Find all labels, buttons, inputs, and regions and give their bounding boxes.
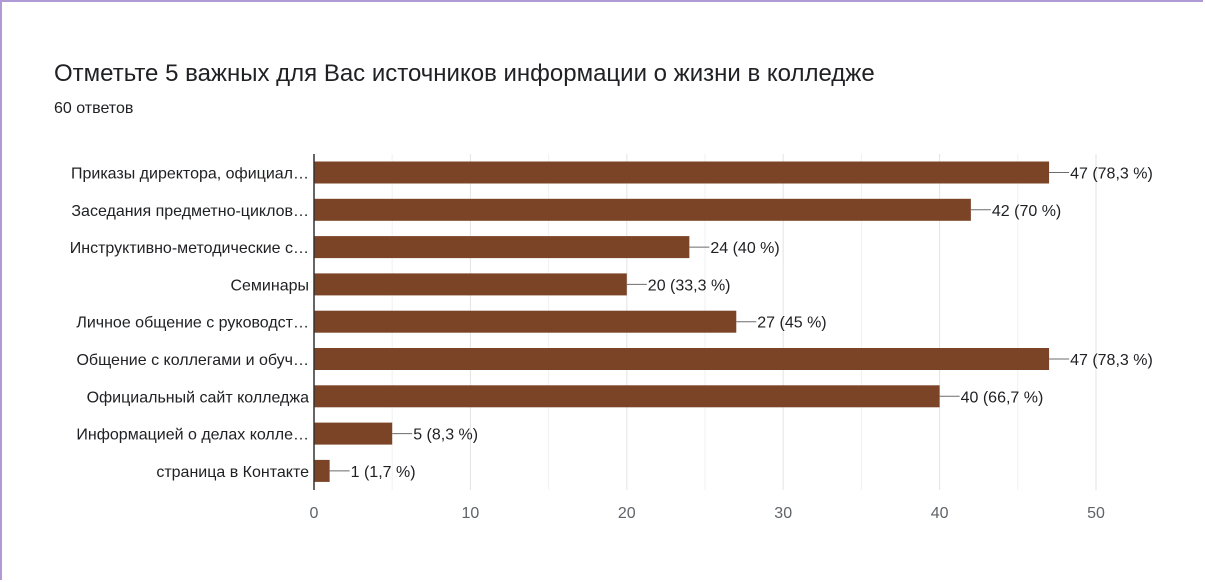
bar (314, 273, 627, 296)
bar (314, 422, 393, 445)
category-label: страница в Контакте (156, 464, 309, 481)
data-label: 42 (70 %) (992, 203, 1061, 220)
bar (314, 348, 1050, 370)
bar (314, 236, 690, 259)
bar (314, 161, 1050, 184)
category-label: Общение с коллегами и обуч… (76, 352, 309, 369)
data-label: 27 (45 %) (757, 315, 826, 332)
response-count: 60 ответов (54, 100, 134, 117)
category-label: Инструктивно-методические с… (70, 240, 309, 257)
category-label: Приказы директора, официал… (71, 166, 309, 183)
category-label: Заседания предметно-циклов… (71, 203, 309, 220)
category-label: Информацией о делах колле… (76, 427, 309, 444)
data-label: 40 (66,7 %) (961, 389, 1044, 406)
x-tick-label: 40 (931, 505, 949, 522)
x-tick-label: 20 (618, 505, 636, 522)
category-label: Семинары (230, 277, 309, 294)
x-tick-label: 50 (1087, 505, 1105, 522)
bar (314, 385, 940, 408)
bar (314, 310, 737, 333)
data-label: 5 (8,3 %) (413, 427, 478, 444)
data-label: 47 (78,3 %) (1070, 166, 1153, 183)
data-label: 24 (40 %) (710, 240, 779, 257)
x-tick-label: 0 (310, 505, 319, 522)
x-tick-label: 10 (462, 505, 480, 522)
bar (314, 459, 330, 482)
bar (314, 198, 971, 221)
category-label: Личное общение с руководст… (76, 315, 309, 332)
chart-title: Отметьте 5 важных для Вас источников инф… (54, 60, 875, 87)
data-label: 47 (78,3 %) (1070, 352, 1153, 369)
data-label: 1 (1,7 %) (351, 464, 416, 481)
category-label: Официальный сайт колледжа (87, 389, 310, 406)
data-label: 20 (33,3 %) (648, 277, 731, 294)
x-tick-label: 30 (774, 505, 792, 522)
